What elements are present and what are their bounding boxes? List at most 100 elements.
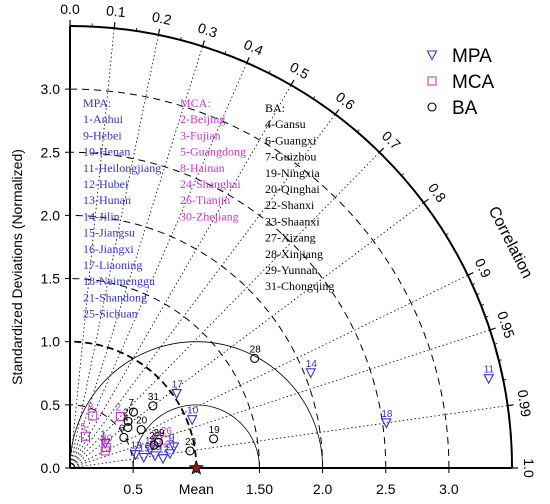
data-point-label: 15 [139,443,151,454]
correlation-ray [69,405,508,469]
mca-list-item: 3-Fujian [180,128,221,142]
data-point-label: 9 [169,433,175,444]
correlation-minor-tick [472,283,476,286]
correlation-tick [507,404,514,407]
correlation-ray [69,28,115,469]
data-points: 1 910111213141516171821252358242630467192… [81,344,495,475]
x-tick-label: 3.0 [439,481,459,497]
data-point-label: 6 [119,423,125,434]
data-point-label: 12 [158,445,170,456]
mpa-list-item: 25-Sichuan [83,307,138,321]
data-point-label: 26 [161,426,173,437]
mpa-list-item: 1-Anhui [83,112,124,126]
data-point [81,431,91,441]
correlation-minor-tick [268,70,271,74]
data-point [136,425,146,435]
data-point [185,446,195,456]
ba-list-item: 28-Xinjiang [265,247,323,261]
data-point-label: 17 [172,380,184,391]
y-tick-label: 0.5 [41,397,61,413]
sd-arc [69,151,387,469]
axes-layer [65,19,519,473]
data-point-label: 7 [128,398,134,409]
mca-header: MCA: [180,96,211,110]
legend-label: MPA [452,46,492,67]
data-point [123,422,133,433]
mpa-list-item: 10-Henan [83,145,130,159]
ba-list-item: 4-Gansu [265,117,306,131]
correlation-minor-tick [312,96,316,100]
y-tick-label: 1.5 [41,271,61,287]
ba-list-item: 22-Shanxi [265,198,315,212]
mca-list-item: 26-Tianjin [180,193,230,207]
correlation-tick-label: 0.6 [333,89,358,114]
group-lists: MPA: 1-Anhui 9-Hebei 10-Henan 11-Heilongjian… [83,96,334,321]
correlation-tick-label: 0.5 [287,59,312,83]
data-point-label: 5 [81,422,87,433]
correlation-minor-tick [224,50,227,55]
y-tick-label: 1.0 [41,334,61,350]
data-point [153,437,164,447]
ba-list-item: 31-Chongqing [265,279,334,293]
data-point-label: 29 [154,428,166,439]
mpa-header: MPA: [83,96,111,110]
legend-marker [427,102,437,112]
data-point-label: 4 [123,414,129,425]
correlation-tick [467,272,474,276]
data-point-label: 24 [151,429,163,440]
correlation-tick [423,198,429,204]
mpa-list-item: 21-Shandong [83,290,147,304]
sd-arc [69,88,450,469]
correlation-ray [69,114,336,469]
data-point-label: 31 [148,392,160,403]
reference-point [188,459,205,475]
data-point [209,434,219,444]
ba-list-item: 7-Guizhou [265,150,316,164]
mpa-list-item: 9-Hebei [83,128,122,142]
correlation-minor-tick [498,359,502,361]
y-tick-label: 0.0 [41,460,61,476]
correlation-minor-tick [401,173,405,176]
data-point-label: 27 [123,407,135,418]
data-point-label: 14 [306,359,318,370]
data-point-label: 10 [187,406,199,417]
correlation-tick [202,40,205,47]
x-tick-label: Mean [179,481,214,497]
data-point-label: 16 [145,436,157,447]
correlation-minor-tick [445,233,449,236]
mpa-list-item: 14-Jilin [83,209,120,223]
data-point-label: 23 [185,437,197,448]
y-tick-label: 3.0 [41,81,61,97]
data-point [115,412,125,422]
ba-list-item: 27-Xizang [265,231,316,245]
x-tick-label: 2.5 [376,481,396,497]
data-point-label: 1 [100,429,106,440]
data-point-label: 11 [484,365,495,376]
data-point [164,449,176,460]
grid-layer [69,28,508,469]
data-point-label: 28 [250,344,262,355]
correlation-tick [290,79,295,86]
mpa-list-item: 11-Heilongjiang [83,161,161,175]
mpa-list-item: 13-Hunan [83,193,131,207]
reference-sd-arc [69,340,198,469]
correlation-minor-tick [180,36,182,41]
legend-marker [427,76,437,86]
data-point [250,353,260,363]
outer-arc [69,24,514,469]
correlation-tick-label: 0.95 [494,309,518,340]
data-point-label: 19 [209,425,221,436]
data-point [149,451,161,462]
ba-list-item: 6-Guangxi [265,133,317,147]
sd-arc [69,404,134,469]
ba-header: BA: [265,101,285,115]
data-point [123,416,133,426]
data-point [128,407,139,417]
correlation-ray [69,152,380,469]
data-point-label: 3 [100,437,106,448]
data-point [148,401,158,411]
data-point [119,432,129,443]
correlation-ray [69,62,248,469]
